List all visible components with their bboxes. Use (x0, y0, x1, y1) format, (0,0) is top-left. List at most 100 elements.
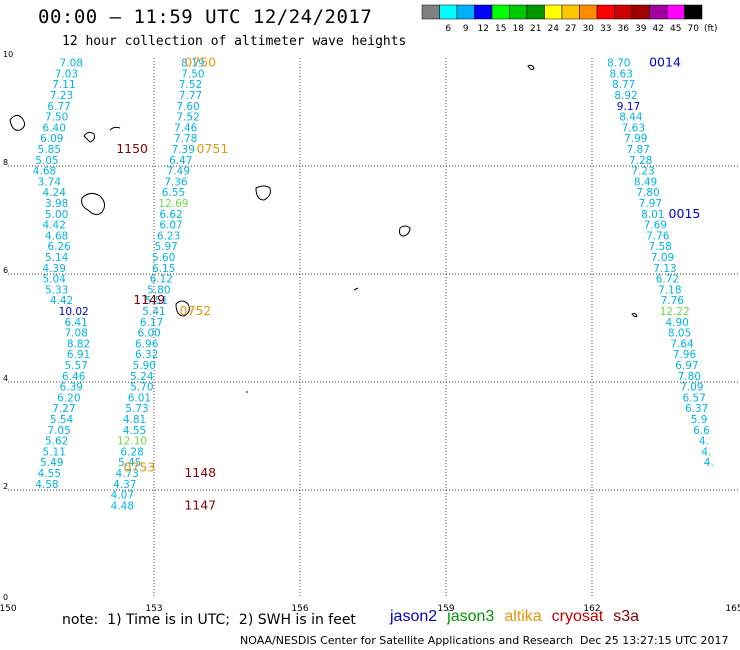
x-tick-label: 159 (437, 604, 454, 614)
swh-value: 7.05 (47, 425, 70, 437)
legend-swatch (509, 4, 528, 20)
swh-value: 7.77 (179, 90, 202, 102)
swh-value: 7.28 (629, 155, 652, 167)
legend-swatch (474, 4, 493, 20)
swh-value: 4.81 (123, 414, 146, 426)
x-tick-label: 150 (0, 604, 17, 614)
swh-value: 12.69 (158, 198, 188, 210)
swh-value: 6.55 (162, 187, 185, 199)
swh-value: 7.08 (60, 58, 83, 70)
swh-value: 7.58 (648, 241, 671, 253)
swh-value: 5.90 (133, 360, 156, 372)
legend-label: 27 (565, 24, 576, 34)
pass-time-label: 0750 (184, 55, 216, 70)
swh-value: 6.26 (47, 241, 71, 253)
swh-value: 6.41 (64, 317, 87, 329)
satellite-legend: jason2 jason3 altika cryosat s3a (390, 608, 649, 626)
swh-value: 5.73 (125, 403, 148, 415)
legend-label: 21 (530, 24, 541, 34)
island-outline (83, 131, 95, 143)
swh-value: 7.80 (678, 371, 701, 383)
map-grid: 150 153 156 159 162 165 0 2 4 6 8 10 (0, 50, 740, 614)
swh-value: 5.80 (147, 284, 170, 296)
island-outline (9, 114, 26, 131)
swh-value: 7.87 (627, 144, 650, 156)
legend-label: 39 (635, 24, 647, 34)
pass-time-label: 1147 (184, 497, 216, 512)
x-tick-label: 165 (725, 604, 740, 614)
swh-value: 9.17 (617, 101, 640, 113)
legend-swatch (526, 4, 545, 20)
legend-swatch (614, 4, 633, 20)
pass-time-label: 0753 (123, 460, 155, 475)
swh-value: 6.91 (67, 349, 90, 361)
swh-value: 7.76 (646, 230, 670, 242)
legend-label: 30 (583, 24, 595, 34)
legend-swatch (579, 4, 598, 20)
swh-value: 5.57 (64, 360, 87, 372)
pass-time-label: 0014 (649, 55, 681, 70)
swh-value: 7.50 (181, 68, 204, 80)
pass-time-label: 1148 (184, 465, 216, 480)
swh-value: 6.37 (685, 403, 708, 415)
swh-value: 5.97 (154, 241, 177, 253)
swh-value: 4.39 (43, 263, 66, 275)
swh-value: 4.58 (35, 479, 58, 491)
swh-value: 7.03 (55, 68, 78, 80)
island-outlines (9, 64, 638, 393)
legend-label: 45 (670, 24, 681, 34)
legend-swatch (684, 4, 703, 20)
swh-value: 5.62 (45, 436, 68, 448)
legend-swatch (421, 4, 440, 20)
swh-value: 8.77 (612, 79, 635, 91)
legend-label: 24 (548, 24, 560, 34)
swh-value: 6.07 (159, 220, 182, 232)
swh-value: 5.05 (35, 155, 58, 167)
swh-value: 6.00 (137, 328, 160, 340)
y-tick-label: 6 (3, 266, 8, 275)
swh-value: 8.44 (619, 112, 643, 124)
swh-value: 7.76 (661, 295, 685, 307)
track-1149: 10.026.417.088.826.915.576.466.396.207.2… (35, 292, 165, 491)
legend-swatch (649, 4, 668, 20)
swh-value: 7.96 (673, 349, 697, 361)
swh-value: 7.78 (174, 133, 197, 145)
pass-time-label: 0751 (196, 141, 228, 156)
legend-label: 18 (513, 24, 525, 34)
legend-swatch (544, 4, 563, 20)
swh-value: 7.23 (631, 166, 654, 178)
swh-value: 6.57 (683, 392, 706, 404)
swh-value: 5.9 (691, 414, 708, 426)
swh-value: 7.11 (52, 79, 75, 91)
swh-value: 12.22 (660, 306, 690, 318)
swh-value: 5.11 (43, 446, 66, 458)
swh-value: 6.23 (157, 230, 180, 242)
swh-value: 8.19 (181, 58, 204, 70)
track-1150: 7.087.037.117.236.777.506.406.095.855.05… (33, 58, 148, 308)
swh-value: 10.02 (59, 306, 89, 318)
footer-timestamp: Dec 25 13:27:15 UTC 2017 (580, 634, 729, 647)
swh-value: 7.13 (653, 263, 676, 275)
swh-value: 7.39 (172, 144, 195, 156)
swh-value: 6.17 (140, 317, 163, 329)
legend-swatch (491, 4, 510, 20)
swh-value: 8.01 (641, 209, 664, 221)
swh-value: 6.47 (169, 155, 192, 167)
x-tick-label: 162 (583, 604, 600, 614)
swh-value: 4. (699, 436, 709, 448)
legend-swatch (596, 4, 615, 20)
swh-value: 5.49 (40, 457, 63, 469)
swh-value: 5.60 (152, 252, 175, 264)
swh-value: 4.68 (45, 230, 68, 242)
satellite-label: cryosat (551, 608, 604, 625)
legend-unit: (ft) (704, 24, 718, 34)
swh-value: 7.09 (680, 382, 703, 394)
swh-value: 8.63 (610, 68, 633, 80)
swh-value: 5.41 (142, 306, 165, 318)
swh-value: 7.08 (64, 328, 87, 340)
swh-value: 5.14 (45, 252, 69, 264)
island-outline (399, 225, 411, 237)
map-subtitle: 12 hour collection of altimeter wave hei… (62, 34, 407, 49)
swh-value: 5.00 (45, 209, 68, 221)
legend-swatch (631, 4, 650, 20)
